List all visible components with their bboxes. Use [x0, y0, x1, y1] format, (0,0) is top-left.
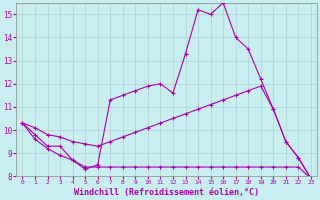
X-axis label: Windchill (Refroidissement éolien,°C): Windchill (Refroidissement éolien,°C)	[74, 188, 259, 197]
